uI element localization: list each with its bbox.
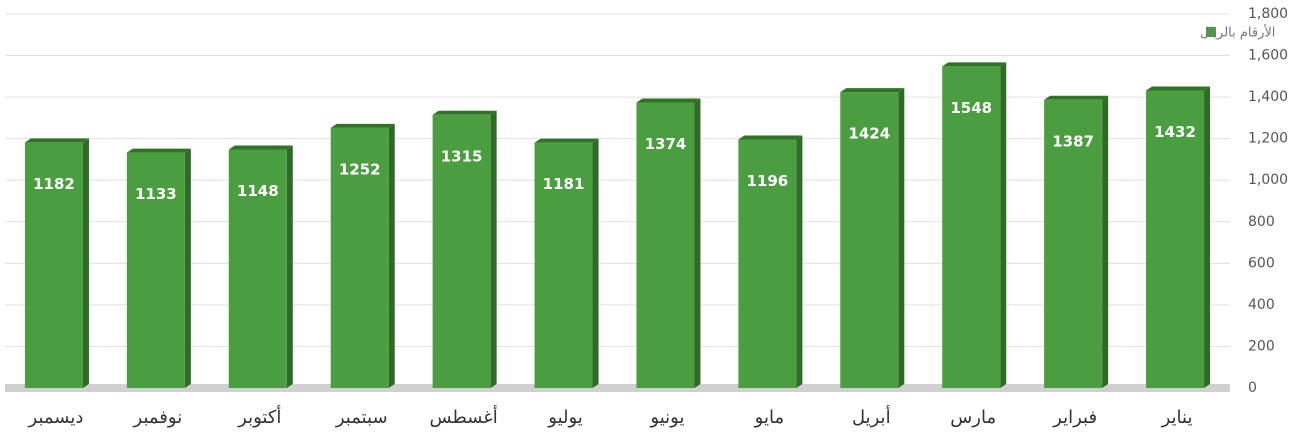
bar (432, 114, 491, 389)
y-tick-label: 200 (1248, 338, 1275, 354)
bar-top (534, 138, 599, 143)
y-tick-label: 600 (1248, 255, 1275, 271)
data-label: 1148 (237, 182, 279, 200)
bar-top (636, 98, 701, 103)
bar (1146, 90, 1205, 388)
bar-side (1000, 62, 1007, 389)
bar (126, 152, 185, 388)
bar (942, 66, 1001, 389)
bar-side (82, 138, 89, 388)
bar (24, 142, 83, 388)
bar (636, 102, 695, 388)
data-label: 1387 (1052, 132, 1094, 150)
data-label: 1252 (339, 160, 381, 178)
x-tick-label: أكتوبر (237, 405, 281, 428)
bar-top (1146, 86, 1211, 91)
bar-top (126, 148, 191, 153)
data-label: 1133 (135, 185, 177, 203)
bar-side (694, 98, 701, 388)
x-tick-label: ديسمبر (28, 407, 84, 428)
data-label: 1181 (543, 175, 585, 193)
bar-side (490, 110, 497, 389)
x-tick-label: نوفمبر (133, 407, 183, 428)
data-label: 1548 (950, 99, 992, 117)
y-tick-label: 1,800 (1248, 6, 1288, 22)
bar-side (286, 145, 293, 388)
bar-top (1044, 95, 1109, 100)
x-tick-label: يناير (1161, 407, 1193, 428)
legend-label: الأرقام بالريال (1200, 24, 1275, 41)
bar-side (184, 148, 191, 388)
y-tick-label: 1,400 (1248, 89, 1288, 105)
x-tick-label: أبريل (852, 405, 891, 428)
bar-top (942, 62, 1007, 67)
x-tick-label: أغسطس (430, 405, 498, 428)
x-tick-label: يوليو (547, 407, 583, 428)
bar-side (1102, 95, 1109, 388)
bar (330, 127, 389, 389)
bar-top (432, 110, 497, 115)
x-tick-label: مارس (950, 407, 996, 428)
x-tick-label: فبراير (1052, 407, 1097, 428)
y-tick-label: 0 (1248, 380, 1257, 396)
bar-top (24, 138, 89, 143)
y-tick-label: 400 (1248, 297, 1275, 313)
bar-top (738, 135, 803, 140)
bar (840, 92, 899, 388)
bar (1044, 99, 1103, 388)
y-tick-label: 800 (1248, 214, 1275, 230)
data-label: 1424 (848, 125, 890, 143)
bar (534, 142, 593, 388)
bar-side (1204, 86, 1211, 388)
bar (738, 139, 797, 388)
data-label: 1432 (1154, 123, 1196, 141)
x-tick-label: مايو (754, 407, 784, 428)
bar-side (796, 135, 803, 388)
bar-top (840, 88, 905, 93)
bar (228, 149, 287, 388)
x-tick-label: سبتمبر (335, 407, 388, 428)
bar-top (228, 145, 293, 150)
bar-side (388, 123, 395, 389)
data-label: 1182 (33, 175, 75, 193)
data-label: 1315 (441, 147, 483, 165)
data-label: 1374 (645, 135, 687, 153)
x-tick-label: يونيو (649, 407, 684, 428)
data-label: 1196 (747, 172, 789, 190)
legend-swatch (1206, 27, 1216, 37)
bar-top (330, 123, 395, 128)
y-tick-label: 1,600 (1248, 48, 1288, 64)
bar-side (592, 138, 599, 388)
baseline (5, 384, 1230, 392)
y-tick-label: 1,000 (1248, 172, 1288, 188)
bar-side (898, 88, 905, 388)
y-tick-label: 1,200 (1248, 131, 1288, 147)
